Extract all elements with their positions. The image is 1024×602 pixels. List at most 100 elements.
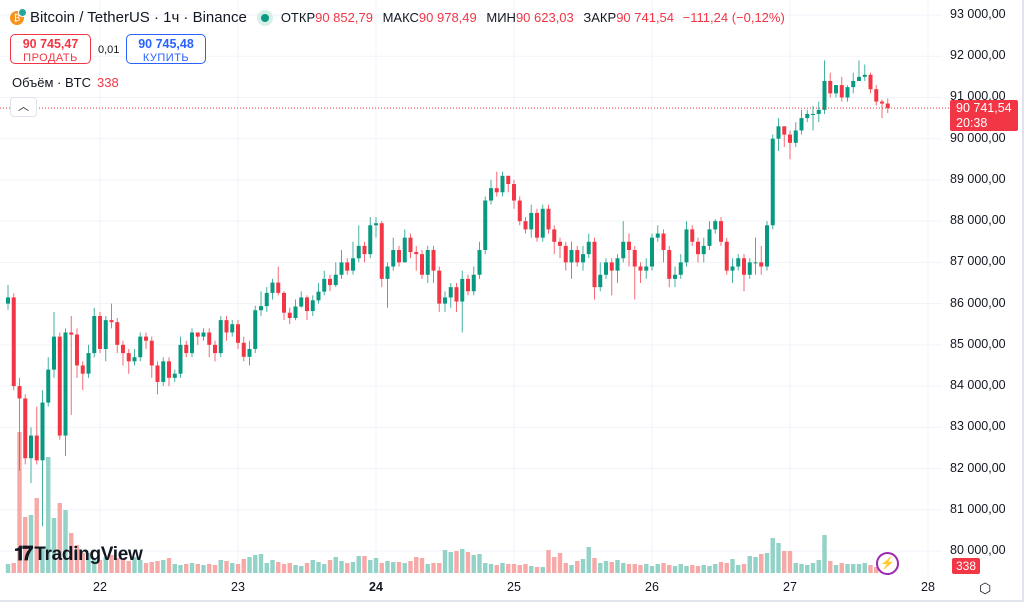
symbol-title[interactable]: Bitcoin / TetherUS · 1ч · Binance [30, 9, 247, 26]
volume-bar [517, 565, 522, 573]
volume-bar [149, 562, 154, 573]
candle-body [368, 225, 373, 255]
chart-settings-icon[interactable]: ⬡ [979, 580, 992, 596]
candles [6, 60, 890, 527]
sell-label: ПРОДАТЬ [23, 52, 78, 64]
volume-bar [534, 567, 540, 573]
candle-body [719, 221, 723, 242]
volume-bar [707, 566, 712, 573]
candle-body [161, 361, 166, 382]
volume-bar [868, 565, 873, 573]
price-tick-label: 91 000,00 [950, 89, 1006, 104]
volume-bar [316, 562, 321, 573]
candle-body [34, 435, 39, 461]
current-price-badge: 90 741,54 20:38 [950, 100, 1018, 131]
sell-button[interactable]: 90 745,47 ПРОДАТЬ [10, 34, 91, 64]
candle-body [236, 324, 240, 343]
candle-body [586, 241, 591, 255]
volume-bar [448, 552, 453, 573]
candle-body [500, 175, 505, 193]
candle-body [770, 138, 775, 226]
market-open-dot-icon[interactable] [256, 9, 273, 26]
candle-body [172, 373, 177, 378]
candle-body [581, 254, 585, 263]
volume-bar [276, 562, 281, 573]
candle-body [397, 250, 401, 263]
volume-bar [684, 566, 689, 573]
volume-bar [304, 563, 310, 573]
candle-body [828, 80, 833, 94]
volume-bar [109, 555, 114, 573]
tradingview-logo-text: TradingView [34, 543, 143, 565]
candle-body [420, 254, 424, 275]
candle-body [224, 320, 229, 333]
buy-price: 90 745,48 [138, 37, 194, 51]
symbol-header: ₿ Bitcoin / TetherUS · 1ч · Binance ОТКР… [10, 7, 785, 26]
candle-body [489, 188, 493, 201]
volume-bar [419, 558, 425, 573]
candle-body [546, 208, 551, 230]
candle-body [23, 398, 28, 459]
volume-bar [540, 567, 545, 573]
volume-bar [557, 553, 563, 573]
volume-bar [741, 564, 747, 573]
price-tick-label: 85 000,00 [950, 336, 1006, 351]
candle-body [414, 252, 419, 255]
volume-bar [644, 564, 649, 573]
lightning-icon[interactable]: ⚡ [876, 552, 899, 575]
tradingview-logo[interactable]: 𝟏𝟕 TradingView [14, 543, 143, 566]
volume-bar [851, 564, 856, 573]
time-tick-label: 24 [369, 580, 383, 594]
volume-bar [730, 559, 735, 573]
tradingview-mark-icon: 𝟏𝟕 [14, 543, 33, 565]
volume-bar [373, 558, 379, 573]
volume-bar [281, 564, 287, 573]
candle-body [839, 85, 844, 98]
candle-body [374, 223, 378, 226]
collapse-legend-button[interactable]: ︿ [10, 97, 37, 117]
sell-price: 90 745,47 [22, 37, 79, 51]
candle-body [17, 386, 22, 399]
candle-body [874, 89, 879, 102]
candle-body [793, 130, 798, 143]
time-tick-label: 25 [507, 580, 521, 594]
candle-body [512, 184, 516, 201]
volume-legend[interactable]: Объём · BTC 338 [12, 75, 119, 90]
candle-body [195, 332, 200, 337]
buy-button[interactable]: 90 745,48 КУПИТЬ [126, 34, 206, 64]
price-tick-label: 81 000,00 [950, 501, 1006, 516]
candle-body [333, 274, 338, 286]
candle-body [598, 274, 603, 288]
volume-bar [362, 556, 367, 573]
volume-bar [782, 551, 787, 573]
candle-body [253, 310, 258, 349]
candle-body [299, 297, 304, 307]
volume-bar [632, 564, 637, 573]
candle-body [811, 113, 815, 115]
volume-bar [166, 558, 172, 573]
volume-bar [385, 561, 390, 573]
ohlc-values: ОТКР90 852,79 МАКС90 978,49 МИН90 623,03… [281, 10, 785, 25]
volume-bar [442, 550, 448, 573]
candle-body [98, 315, 102, 349]
candle-body [673, 274, 677, 279]
volume-bar [839, 563, 844, 573]
volume-bar [5, 564, 11, 573]
volume-bar [143, 563, 149, 573]
candle-body [138, 336, 143, 358]
volume-bar [506, 564, 511, 573]
candle-body [822, 80, 827, 110]
candle-body [316, 291, 321, 301]
candle-body [40, 402, 45, 461]
volume-bar [132, 557, 137, 573]
candle-body [46, 369, 51, 403]
candle-body [270, 282, 275, 293]
open-value: 90 852,79 [315, 10, 373, 25]
high-label: МАКС [382, 10, 419, 25]
candle-body [483, 200, 488, 251]
time-tick-label: 22 [93, 580, 107, 594]
volume-bar [408, 561, 413, 573]
time-tick-label: 28 [921, 580, 935, 594]
